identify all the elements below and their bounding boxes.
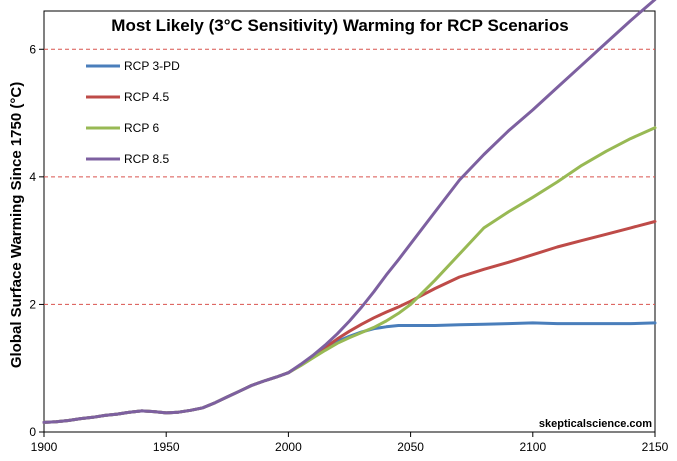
x-tick-label: 2050 [397, 440, 424, 454]
x-tick-label: 2150 [642, 440, 669, 454]
y-tick-label: 2 [29, 297, 36, 311]
x-tick-label: 2100 [519, 440, 546, 454]
y-tick-label: 6 [29, 42, 36, 56]
legend-label: RCP 6 [124, 121, 159, 135]
chart-title: Most Likely (3°C Sensitivity) Warming fo… [111, 16, 568, 35]
legend-label: RCP 4.5 [124, 90, 169, 104]
gridlines [44, 48, 655, 305]
y-tick-label: 4 [29, 170, 36, 184]
legend-label: RCP 8.5 [124, 152, 169, 166]
axes: 0 2 4 6 1900 1950 2000 2050 2100 2150 [29, 42, 668, 454]
x-tick-label: 1900 [31, 440, 58, 454]
legend-label: RCP 3-PD [124, 59, 180, 73]
x-tick-label: 2000 [275, 440, 302, 454]
y-tick-label: 0 [29, 425, 36, 439]
legend: RCP 3-PD RCP 4.5 RCP 6 RCP 8.5 [86, 59, 180, 166]
credit-label: skepticalscience.com [539, 418, 652, 430]
x-tick-label: 1950 [153, 440, 180, 454]
series-lines [42, 0, 657, 424]
series-line-rcp-8-5 [42, 0, 657, 424]
y-axis-label: Global Surface Warming Since 1750 (°C) [8, 82, 25, 368]
